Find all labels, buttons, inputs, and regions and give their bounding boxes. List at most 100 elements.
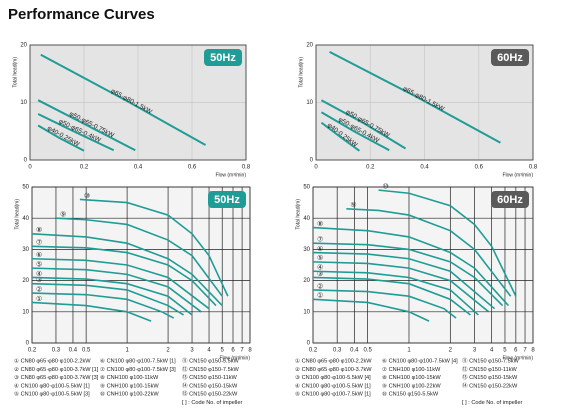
curve <box>79 198 229 297</box>
curve <box>329 51 501 144</box>
legend-entry: ⑪ CN150 φ150-5.5kW <box>182 356 240 364</box>
x-axis-title: Flow (m³/min) <box>215 172 246 178</box>
page-title: Performance Curves <box>8 6 155 23</box>
plot-frame <box>312 186 534 344</box>
curve <box>312 270 479 316</box>
curve-label: ⑦ <box>36 239 42 247</box>
y-tick-label: 30 <box>22 247 29 253</box>
legend-entry: ⑨ CNH100 φ100-15kW <box>100 382 159 389</box>
legend-entry: ② CN80 φ65·φ80·φ100-3.7kW [1] <box>14 366 99 373</box>
x-tick-label: 0.3 <box>52 348 61 354</box>
x-tick-label: 0.4 <box>350 348 359 354</box>
legend-entry: ⑨ CNH100 φ100-22kW <box>382 382 441 389</box>
y-axis-title: Total head(m) <box>14 199 20 230</box>
curve-label: ④ <box>36 270 42 278</box>
legend-entry: ⑦ CN100 φ80·φ100-7.5kW [3] <box>100 366 176 373</box>
legend-entry: ⑥ CN100 φ80·φ100-7.5kW [1] <box>100 357 176 364</box>
x-tick-label: 6 <box>231 348 235 354</box>
frequency-badge-label: 60Hz <box>497 194 523 206</box>
curve <box>312 289 457 319</box>
x-tick-label: 1 <box>407 348 411 354</box>
frequency-badge-label: 50Hz <box>210 52 236 64</box>
frequency-badge <box>204 49 242 66</box>
legend-entry: ② CN80 φ65·φ80·φ100-3.7kW <box>295 366 372 373</box>
curve <box>31 257 210 310</box>
curve-label: ⑥ <box>317 245 323 253</box>
curve-label: ③ <box>36 276 42 284</box>
curve <box>31 292 175 319</box>
curve-label: ② <box>36 285 42 293</box>
curve <box>31 276 193 316</box>
y-tick-label: 0 <box>307 341 311 347</box>
y-tick-label: 10 <box>306 100 313 106</box>
y-tick-label: 20 <box>306 43 313 49</box>
y-tick-label: 10 <box>20 100 27 106</box>
y-tick-label: 10 <box>22 309 29 315</box>
x-tick-label: 0.4 <box>420 165 429 171</box>
curve-label: ⑩ <box>383 182 389 190</box>
curve-label: ① <box>36 295 42 303</box>
x-tick-label: 0.6 <box>188 165 197 171</box>
x-tick-label: 6 <box>514 348 518 354</box>
curve <box>37 124 85 152</box>
x-tick-label: 0.8 <box>529 165 538 171</box>
plot-frame <box>31 186 251 344</box>
curve <box>320 111 390 152</box>
x-tick-label: 0.6 <box>475 165 484 171</box>
legend-entry: ⑫ CN150 φ150-7.5kW <box>182 365 240 373</box>
y-tick-label: 0 <box>310 158 314 164</box>
legend-entry: ⑭ CN150 φ150-15kW <box>182 381 238 389</box>
x-tick-label: 7 <box>240 348 244 354</box>
curve-label: ⑤ <box>317 254 323 262</box>
legend-entry: ① CN80 φ65·φ80·φ100-2.2kW <box>295 357 372 364</box>
x-tick-label: 0.8 <box>242 165 251 171</box>
frequency-badge-label: 60Hz <box>497 52 523 64</box>
x-tick-label: 0 <box>28 165 32 171</box>
y-axis-title: Total head(m) <box>12 57 18 88</box>
frequency-badge-label: 50Hz <box>214 194 240 206</box>
y-tick-label: 50 <box>303 185 310 191</box>
x-axis-title: Flow (m³/min) <box>502 355 533 361</box>
curve <box>312 298 430 322</box>
x-tick-label: 3 <box>473 348 477 354</box>
x-tick-label: 2 <box>449 348 453 354</box>
legend-entry: ⑮ CN150 φ150-22kW <box>182 390 238 398</box>
curve-label: ② <box>317 282 323 290</box>
x-tick-label: 8 <box>248 348 252 354</box>
x-tick-label: 7 <box>523 348 527 354</box>
curve <box>312 242 504 307</box>
x-tick-label: 0.2 <box>366 165 375 171</box>
legend-entry: ⑬ CN150 φ150-11kW <box>182 373 238 381</box>
x-axis-title: Flow (m³/min) <box>219 355 250 361</box>
x-tick-label: 0.3 <box>333 348 342 354</box>
legend-entry: ⑫ CN150 φ150-11kW <box>462 365 518 373</box>
curve-label: ⑩ <box>84 192 90 200</box>
legend-entry: ⑥ CN100 φ80·φ100-7.5kW [4] <box>382 357 458 364</box>
y-tick-label: 10 <box>303 309 310 315</box>
x-tick-label: 5 <box>503 348 507 354</box>
legend-entry: ⑤ CN100 φ80·φ100-5.5kW [3] <box>14 391 90 398</box>
legend-entry: ⑬ CN150 φ150-15kW <box>462 373 518 381</box>
y-tick-label: 20 <box>22 278 29 284</box>
y-axis-title: Total head(m) <box>298 57 304 88</box>
curve <box>31 245 217 307</box>
legend-entry: ③ CN100 φ80·φ100-5.5kW [4] <box>295 374 371 381</box>
curve <box>37 113 115 152</box>
curve-label: ⑧ <box>317 220 323 228</box>
x-axis-title: Flow (m³/min) <box>502 172 533 178</box>
curve-label: ④ <box>317 264 323 272</box>
frequency-badge <box>491 49 529 66</box>
curve <box>320 121 360 152</box>
legend-entry: ⑩ CNH100 φ100-22kW <box>100 391 159 398</box>
legend-entry: ⑧ CNH100 φ100-15kW <box>382 374 441 381</box>
legend-entry: ⑩ CN150 φ150-5.5kW <box>382 391 439 398</box>
curve <box>31 233 223 307</box>
x-tick-label: 0.2 <box>309 348 318 354</box>
legend-entry: ④ CN100 φ80·φ100-5.5kW [1] <box>14 382 90 389</box>
legend-entry: ⑦ CNH100 φ100-11kW <box>382 366 441 373</box>
y-tick-label: 20 <box>303 278 310 284</box>
x-tick-label: 3 <box>190 348 194 354</box>
plot-background <box>313 187 533 343</box>
frequency-badge <box>491 191 529 208</box>
y-tick-label: 0 <box>26 341 30 347</box>
